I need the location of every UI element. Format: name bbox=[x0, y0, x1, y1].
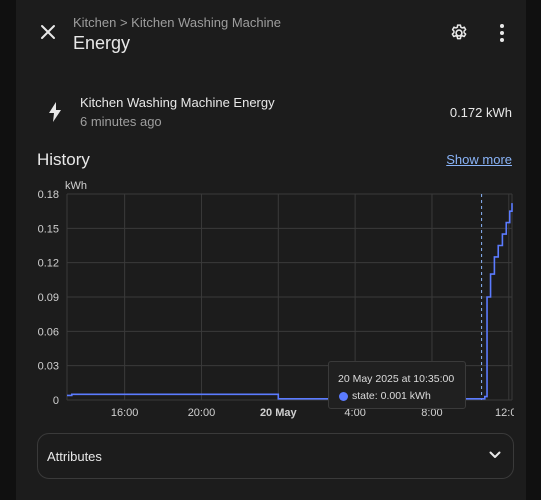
y-tick-label: 0 bbox=[53, 395, 59, 407]
y-tick-label: 0.09 bbox=[38, 292, 59, 304]
x-tick-label: 16:00 bbox=[111, 407, 139, 419]
x-tick-label: 8:00 bbox=[421, 407, 442, 419]
more-info-dialog: Kitchen > Kitchen Washing Machine Energy… bbox=[16, 0, 526, 500]
lightning-bolt-icon bbox=[49, 102, 61, 122]
x-tick-label: 20:00 bbox=[188, 407, 216, 419]
y-axis-unit-label: kWh bbox=[65, 180, 87, 192]
x-tick-label: 12:00 bbox=[495, 407, 514, 419]
y-tick-label: 0.03 bbox=[38, 361, 59, 373]
breadcrumb[interactable]: Kitchen > Kitchen Washing Machine bbox=[73, 15, 281, 30]
tooltip-state: state: 0.001 kWh bbox=[352, 390, 431, 402]
gear-icon[interactable] bbox=[449, 23, 469, 43]
entity-name: Kitchen Washing Machine Energy bbox=[80, 95, 275, 110]
y-tick-label: 0.18 bbox=[38, 189, 59, 201]
y-tick-label: 0.15 bbox=[38, 223, 59, 235]
more-vertical-icon[interactable] bbox=[496, 23, 508, 43]
backdrop-right bbox=[526, 0, 541, 500]
entity-last-changed: 6 minutes ago bbox=[80, 114, 162, 129]
attributes-label: Attributes bbox=[47, 449, 102, 464]
entity-row: Kitchen Washing Machine Energy 6 minutes… bbox=[16, 84, 526, 136]
chart-tooltip: 20 May 2025 at 10:35:00 state: 0.001 kWh bbox=[328, 361, 466, 409]
backdrop-top-left bbox=[0, 0, 16, 500]
close-icon[interactable] bbox=[38, 22, 58, 42]
tooltip-date: 20 May 2025 at 10:35:00 bbox=[338, 373, 455, 385]
attributes-expander[interactable]: Attributes bbox=[37, 433, 514, 479]
history-title: History bbox=[37, 150, 90, 169]
x-tick-label: 4:00 bbox=[344, 407, 365, 419]
energy-series-line bbox=[67, 203, 513, 400]
y-tick-label: 0.12 bbox=[38, 258, 59, 270]
show-more-link[interactable]: Show more bbox=[446, 152, 512, 167]
y-tick-label: 0.06 bbox=[38, 326, 59, 338]
tooltip-series-dot bbox=[339, 392, 348, 401]
chevron-down-icon bbox=[489, 451, 501, 458]
x-tick-label: 20 May bbox=[260, 407, 298, 419]
history-chart[interactable]: 0 0.03 0.06 0.09 0.12 0.15 0.18 kWh 16:00 20:00 20… bbox=[30, 176, 514, 420]
dialog-title: Energy bbox=[73, 33, 131, 53]
entity-state-value: 0.172 kWh bbox=[449, 105, 512, 120]
